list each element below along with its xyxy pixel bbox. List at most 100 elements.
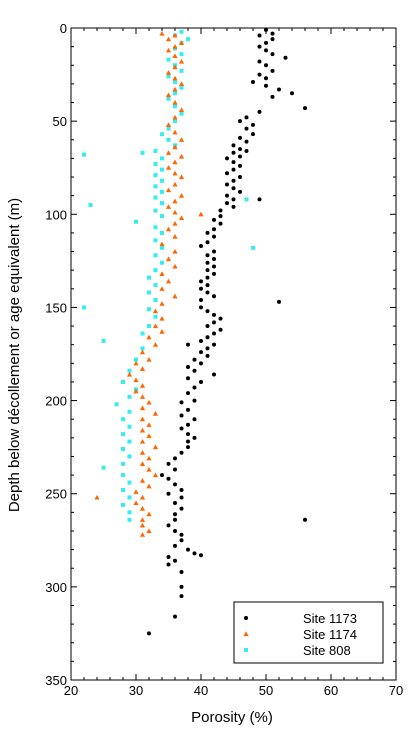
x-tick-label: 20 [64,683,78,698]
data-point [173,119,177,124]
data-point [186,37,190,42]
data-point [121,379,125,384]
data-point [179,52,184,57]
data-point [139,416,146,422]
data-point [179,29,184,34]
data-point [121,432,125,437]
legend-label: Site 1173 [303,611,357,626]
data-point [127,409,132,414]
data-point [127,480,132,485]
data-point [251,80,255,85]
data-point [251,245,255,250]
data-point [186,342,190,347]
data-point [160,189,164,194]
data-point [159,286,165,291]
data-point [199,379,203,384]
data-point [153,225,158,230]
data-point [238,163,242,168]
y-tick-label: 200 [45,394,67,409]
data-point [114,402,119,407]
data-points [82,27,307,636]
data-point [198,211,204,217]
data-point [152,472,159,478]
data-point [212,342,216,347]
data-point [231,150,236,155]
data-point [173,614,177,619]
data-point [172,53,178,59]
data-point [179,584,184,589]
x-tick-label: 60 [324,683,338,698]
data-point [159,316,165,321]
y-tick-label: 350 [45,673,67,688]
data-point [231,167,236,172]
data-point [159,271,165,276]
data-point [121,487,125,492]
data-point [172,44,178,49]
data-point [172,64,178,70]
data-point [173,517,177,522]
data-point [257,33,262,38]
data-point [199,286,203,291]
data-point [139,532,146,537]
data-point [165,226,172,232]
data-point [153,238,158,243]
data-point [139,394,146,399]
data-point [152,323,159,329]
data-point [121,461,125,466]
data-point [178,81,185,86]
data-point [127,517,132,522]
data-point [139,522,146,528]
data-point [165,36,172,42]
data-point [133,377,139,383]
data-point [139,494,146,500]
data-point [146,433,152,439]
data-point [178,107,185,113]
data-point [166,137,171,142]
y-tick-label: 150 [45,300,67,315]
data-point [146,511,152,517]
data-point [179,413,184,418]
data-point [166,491,171,496]
data-point [173,501,177,506]
data-point [121,417,125,422]
data-point [290,91,294,96]
data-point [147,324,151,329]
data-point [133,500,139,506]
data-point [218,327,223,332]
data-point [140,346,145,351]
data-point [146,334,152,340]
axes [70,27,397,681]
data-point [251,132,255,137]
data-point [152,411,159,416]
data-point [153,314,158,319]
data-point [139,517,146,522]
data-point [192,398,197,403]
data-point [178,174,185,180]
data-point [172,209,178,215]
data-point [179,400,184,405]
data-point [159,329,165,334]
data-point [139,438,146,444]
data-point [238,189,242,194]
data-point [205,290,210,295]
data-point [127,424,132,429]
data-point [179,111,184,116]
data-point [172,248,178,254]
data-point [186,432,190,437]
data-point [146,466,152,472]
data-point [152,342,159,347]
data-point [165,165,172,170]
data-point [152,308,159,314]
data-point [277,87,281,92]
data-point [126,371,133,377]
data-point [264,27,268,32]
data-point [199,297,203,302]
y-tick-label: 0 [60,21,67,36]
data-point [173,543,177,548]
data-point [172,221,178,226]
data-point [205,346,210,351]
data-point [139,349,146,355]
data-point [270,68,275,73]
data-point [139,366,146,371]
data-point [160,132,164,137]
